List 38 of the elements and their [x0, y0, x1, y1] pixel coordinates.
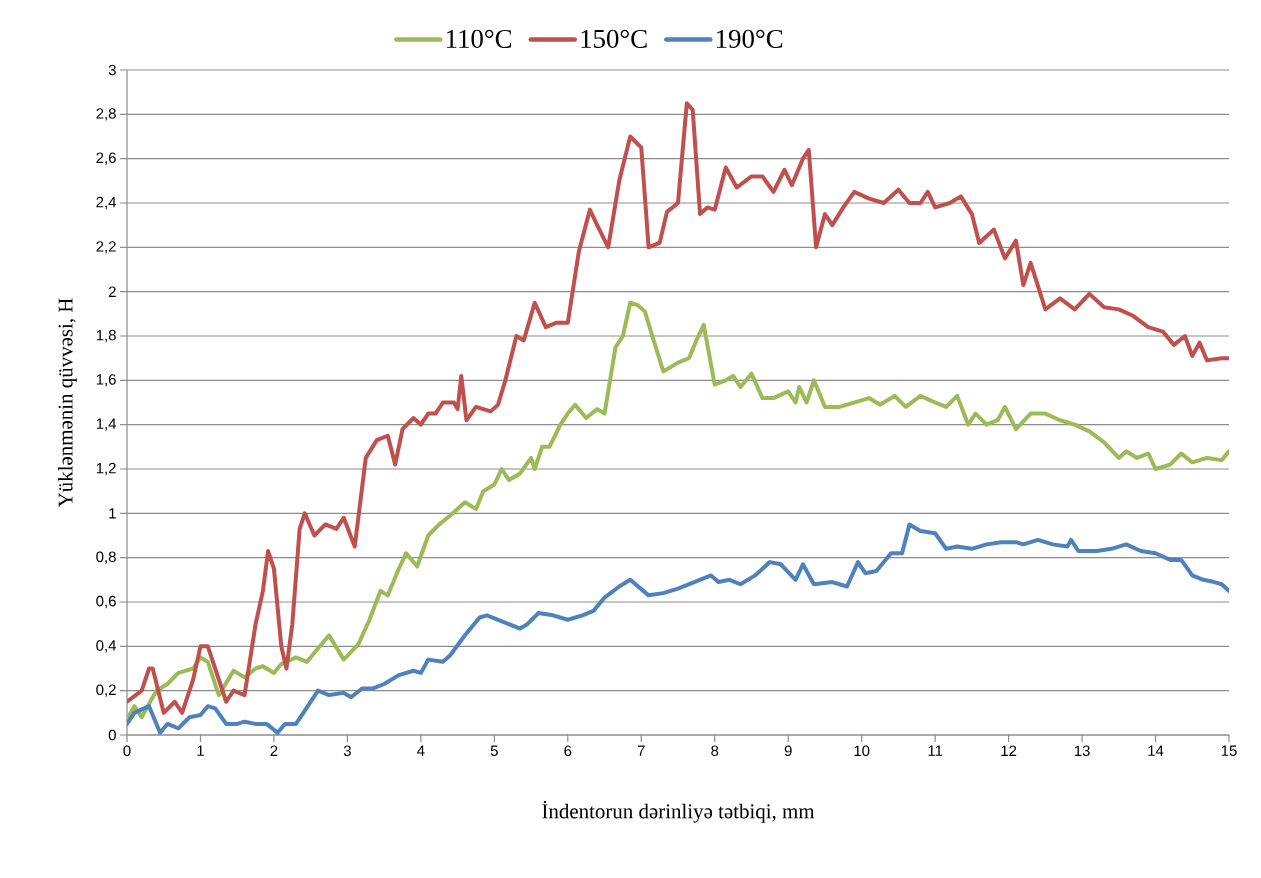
x-tick-label: 15 [1221, 745, 1237, 756]
x-tick-label: 5 [490, 745, 498, 756]
x-tick-label: 8 [711, 745, 719, 757]
y-tick-label: 0 [108, 729, 116, 741]
x-tick-label: 7 [637, 745, 645, 756]
x-tick-label: 10 [854, 745, 870, 757]
y-tick-label: 1,4 [96, 418, 117, 431]
y-tick-label: 0,6 [96, 595, 116, 609]
y-tick-label: 2,2 [96, 241, 116, 254]
y-tick-label: 2 [108, 286, 116, 297]
y-tick-label: 2,8 [96, 108, 116, 121]
x-tick-label: 9 [784, 745, 792, 757]
y-tick-label: 1 [109, 508, 116, 519]
legend-label: 110°C [446, 29, 512, 48]
y-tick-label: 1,2 [96, 462, 116, 476]
x-tick-label: 11 [928, 745, 943, 756]
x-tick-label: 1 [197, 745, 204, 756]
y-axis-title: Yüklənmənin qüvvəsi, H [57, 298, 77, 508]
line-series [127, 101, 1229, 715]
legend-label: 150°C [581, 29, 647, 48]
y-tick-label: 2,6 [96, 152, 116, 165]
y-tick-label: 0,2 [96, 684, 116, 697]
y-tick-label: 1,8 [96, 329, 116, 343]
x-tick-label: 14 [1148, 745, 1164, 756]
y-tick-label: 2,4 [96, 196, 117, 210]
x-tick-label: 13 [1074, 745, 1090, 757]
y-tick-label: 0,8 [96, 551, 116, 564]
y-tick-label: 1,6 [96, 374, 116, 387]
x-tick-label: 2 [270, 745, 278, 756]
x-tick-label: 4 [417, 745, 425, 756]
x-tick-label: 3 [343, 745, 351, 757]
legend-label: 190°C [716, 29, 783, 48]
x-tick-label: 0 [123, 745, 131, 757]
x-tick-label: 6 [564, 745, 572, 757]
y-tick-label: 3 [108, 64, 116, 76]
x-tick-label: 12 [1001, 745, 1017, 756]
x-axis-title: İndentorun dərinliyə tətbiqi, mm [542, 800, 815, 823]
y-tick-label: 0,4 [96, 640, 117, 653]
